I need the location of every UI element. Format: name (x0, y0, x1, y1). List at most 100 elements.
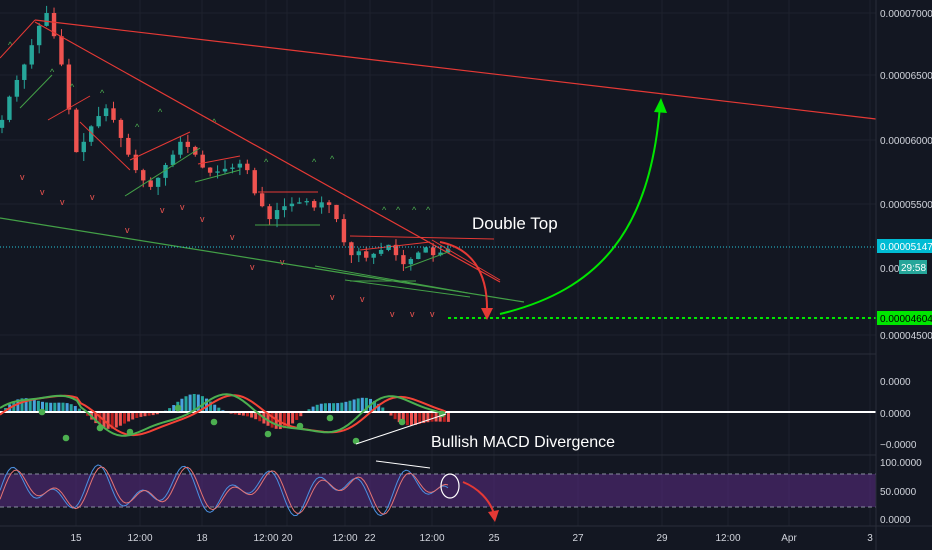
macd-histogram-bar (65, 403, 69, 412)
macd-histogram-bar (446, 412, 450, 422)
candle-body (326, 202, 332, 205)
candle-body (14, 79, 20, 97)
macd-histogram-bar (438, 412, 442, 422)
fractal-down-marker: v (250, 262, 255, 272)
macd-histogram-bar (118, 412, 122, 426)
fractal-up-marker: ^ (50, 67, 55, 77)
macd-histogram (4, 394, 450, 430)
price-tick-label: 0.00007000 (880, 9, 932, 20)
macd-tick-label: 0.0000 (880, 409, 911, 420)
macd-histogram-bar (287, 412, 290, 427)
candle-body (304, 201, 309, 203)
macd-histogram-bar (237, 412, 241, 416)
macd-histogram-bar (16, 399, 20, 412)
time-tick-label: 27 (572, 533, 584, 544)
macd-histogram-bar (168, 408, 172, 412)
projection-up-arrowhead (654, 98, 667, 113)
price-axis-bg (876, 0, 932, 550)
candle-body (36, 25, 42, 46)
time-tick-label: 29 (656, 533, 668, 544)
fractal-up-marker: ^ (158, 107, 163, 117)
time-axis[interactable]: 15 12:00 18 12:00 20 12:00 22 12:00 25 27 29 12:00 A… (70, 533, 873, 544)
macd-histogram-bar (246, 412, 249, 417)
candle-body (445, 248, 451, 253)
candle-body (267, 206, 272, 220)
candle-body (96, 116, 101, 127)
green-bottom-1 (314, 265, 469, 294)
trendlines[interactable] (0, 19, 877, 303)
macd-histogram-bar (336, 403, 340, 412)
macd-histogram-bar (270, 412, 274, 428)
price-tick-label: 0.00005500 (880, 200, 932, 211)
macd-histogram-bar (77, 408, 81, 412)
macd-histogram-bar (98, 412, 102, 426)
macd-histogram-bar (73, 406, 77, 412)
countdown-tag-text: 29:58 (901, 263, 926, 274)
candle-body (312, 201, 317, 208)
red-channel-b (79, 121, 131, 171)
fractal-down-marker: v (200, 214, 205, 224)
projection-down-arrowhead (481, 308, 493, 320)
macd-histogram-bar (250, 412, 254, 418)
partial-price-label: 0.00 (880, 264, 900, 275)
candle-body (245, 163, 250, 171)
macd-histogram-bar (110, 412, 114, 429)
candle-body (51, 13, 57, 37)
candle-body (163, 164, 168, 178)
fractal-up-marker: ^ (135, 122, 140, 132)
candle-body (74, 109, 79, 153)
fractal-down-marker: v (390, 309, 395, 319)
macd-histogram-bar (180, 398, 184, 412)
macd-histogram-bar (426, 412, 430, 423)
candle-body (334, 204, 339, 220)
fractal-up-marker: ^ (312, 157, 317, 167)
candle-body (259, 193, 265, 207)
price-tick-label: 0.00004500 (880, 331, 932, 342)
candle-body (297, 202, 302, 204)
macd-histogram-bar (295, 412, 299, 420)
candle-body (289, 203, 295, 207)
macd-histogram-bar (344, 401, 348, 412)
fractal-down-marker: v (410, 309, 415, 319)
candle-body (207, 167, 213, 173)
macd-cross-dot (38, 408, 46, 416)
fractal-down-marker: v (40, 187, 45, 197)
candle-body (408, 259, 414, 265)
macd-histogram-bar (332, 403, 336, 412)
stoch-band (0, 474, 876, 507)
fractal-up-marker: ^ (426, 205, 431, 215)
stoch-projection-arrowhead (488, 510, 499, 522)
macd-histogram-bar (135, 412, 139, 418)
last-price-tag (877, 239, 932, 253)
macd-histogram-bar (340, 402, 344, 412)
upper-trendline-steep (0, 19, 36, 59)
macd-cross-dot (126, 428, 134, 436)
candle-body (141, 170, 146, 181)
macd-histogram-bar (20, 398, 24, 412)
macd-histogram-bar (405, 412, 409, 426)
macd-histogram-bar (233, 412, 237, 415)
green-channel-a (19, 74, 53, 109)
candle-body (44, 13, 49, 26)
candle-body (378, 249, 384, 254)
macd-histogram-bar (254, 412, 258, 420)
macd-histogram-bar (291, 412, 295, 424)
stoch-tick-label: 100.0000 (880, 458, 922, 469)
red-top-3 (197, 155, 241, 165)
countdown-tag (899, 260, 927, 274)
price-tick-label: 0.00006000 (880, 136, 932, 147)
fractal-down-marker: v (430, 309, 435, 319)
macd-histogram-bar (356, 398, 360, 412)
time-tick-label: 25 (488, 533, 500, 544)
fractal-up-marker: ^ (412, 205, 417, 215)
time-tick-label: 12:00 (253, 533, 278, 544)
macd-histogram-bar (315, 404, 319, 412)
fractal-down-marker: v (180, 202, 185, 212)
candle-body (66, 64, 72, 110)
candle-body (111, 108, 116, 120)
macd-histogram-bar (364, 397, 368, 412)
price-axis[interactable]: 0.00007000 0.00006500 0.00006000 0.00005500… (880, 9, 932, 526)
